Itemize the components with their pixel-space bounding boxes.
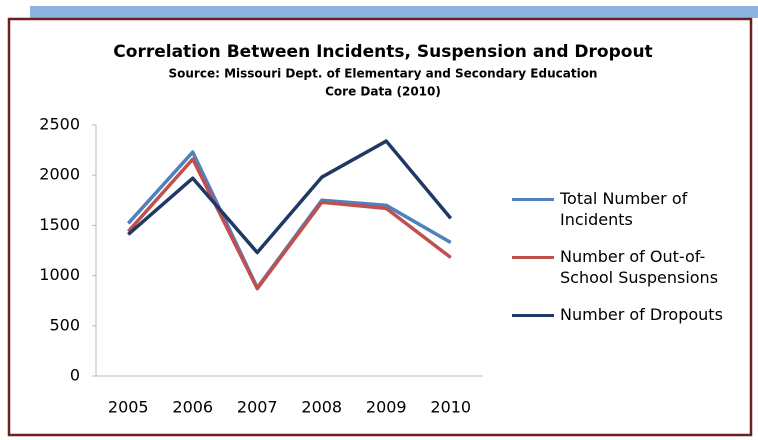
legend-entry: Total Number of Incidents bbox=[512, 188, 727, 230]
legend-entry: Number of Out-of-School Suspensions bbox=[512, 246, 727, 288]
legend-swatch bbox=[512, 314, 554, 317]
x-tick-label: 2006 bbox=[172, 398, 213, 417]
series-line bbox=[127, 139, 453, 255]
y-tick-label: 1000 bbox=[39, 265, 80, 284]
y-tick-label: 1500 bbox=[39, 215, 80, 234]
x-tick-label: 2009 bbox=[366, 398, 407, 417]
legend-label: Total Number of Incidents bbox=[560, 189, 688, 229]
series-line bbox=[126, 157, 452, 291]
legend-swatch bbox=[512, 256, 554, 259]
y-tick-label: 2500 bbox=[39, 115, 80, 134]
x-tick-label: 2007 bbox=[237, 398, 278, 417]
x-tick-label: 2010 bbox=[430, 398, 471, 417]
legend-swatch bbox=[512, 198, 554, 201]
legend: Total Number of Incidents Number of Out-o… bbox=[512, 188, 727, 341]
chart-title: Correlation Between Incidents, Suspensio… bbox=[113, 42, 652, 62]
x-tick-label: 2005 bbox=[108, 398, 149, 417]
legend-entry: Number of Dropouts bbox=[512, 304, 727, 325]
legend-label: Number of Dropouts bbox=[560, 305, 723, 324]
legend-label: Number of Out-of-School Suspensions bbox=[560, 247, 719, 287]
chart-subtitle-2: Core Data (2010) bbox=[325, 85, 441, 99]
top-bar bbox=[30, 6, 758, 18]
y-tick-label: 0 bbox=[70, 366, 80, 385]
x-tick-label: 2008 bbox=[301, 398, 342, 417]
y-tick-label: 500 bbox=[49, 315, 80, 334]
y-tick-label: 2000 bbox=[39, 165, 80, 184]
chart-subtitle: Source: Missouri Dept. of Elementary and… bbox=[169, 67, 598, 81]
